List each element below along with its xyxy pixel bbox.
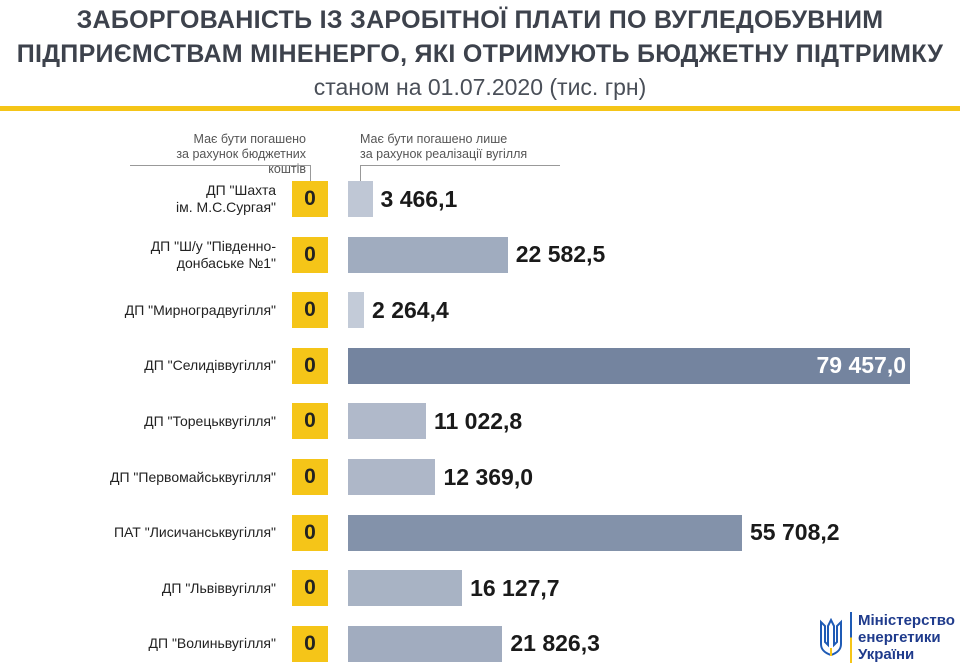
budget-value-box: 0 — [292, 459, 328, 495]
accent-divider — [0, 106, 960, 111]
chart-row: ДП "Селидіввугілля" 0 79 457,0 — [0, 347, 960, 384]
bar — [348, 570, 463, 607]
category-label: ДП "Львіввугілля" — [161, 579, 276, 596]
bar-value-label: 2 264,4 — [372, 296, 449, 323]
bar — [348, 514, 743, 551]
legend-line-right — [360, 165, 560, 166]
chart-row: ПАТ "Лисичанськвугілля" 0 55 708,2 — [0, 514, 960, 551]
category-label: ДП "Первомайськвугілля" — [110, 468, 276, 485]
logo-text: Міністерство енергетики України — [850, 612, 955, 663]
bar — [348, 625, 503, 662]
bar — [348, 403, 426, 440]
budget-value-box: 0 — [292, 347, 328, 384]
budget-value-box: 0 — [292, 292, 328, 329]
category-label: ДП "Шахта ім. М.С.Сургая" — [176, 182, 276, 215]
budget-value-box: 0 — [292, 625, 328, 662]
bar — [348, 459, 436, 495]
subtitle: станом на 01.07.2020 (тис. грн) — [313, 74, 647, 100]
budget-value-box: 0 — [292, 236, 328, 273]
legend-line-left — [130, 165, 310, 166]
budget-value-box: 0 — [292, 403, 328, 440]
budget-value-box: 0 — [292, 514, 328, 551]
title-line-2: ПІДПРИЄМСТВАМ МІНЕНЕРГО, ЯКІ ОТРИМУЮТЬ Б… — [16, 40, 944, 68]
ministry-logo: Міністерство енергетики України — [818, 612, 955, 663]
bar — [348, 181, 373, 217]
legend-line-left-tick — [310, 165, 311, 183]
legend-budget: Має бути погашено за рахунок бюджетних к… — [176, 132, 306, 176]
category-label: ДП "Селидіввугілля" — [144, 357, 276, 374]
category-label: ПАТ "Лисичанськвугілля" — [113, 524, 276, 541]
bar-value-label: 21 826,3 — [510, 630, 600, 657]
chart-row: ДП "Первомайськвугілля" 0 12 369,0 — [0, 459, 960, 495]
chart-row: ДП "Волиньвугілля" 0 21 826,3 — [0, 625, 960, 662]
bar — [348, 292, 365, 329]
category-label: ДП "Ш/у "Південно- донбаське №1" — [150, 237, 276, 271]
budget-value-box: 0 — [292, 570, 328, 607]
bar — [348, 236, 508, 273]
bar-value-label: 55 708,2 — [750, 519, 840, 546]
bar-value-label: 22 582,5 — [515, 241, 606, 268]
category-label: ДП "Торецьквугілля" — [144, 412, 276, 429]
bar — [348, 347, 910, 384]
trident-icon — [820, 617, 842, 656]
budget-value-box: 0 — [292, 181, 328, 217]
chart-row: ДП "Мирноградвугілля" 0 2 264,4 — [0, 292, 960, 329]
chart-row: ДП "Львіввугілля" 0 16 127,7 — [0, 570, 960, 607]
bar-value-label: 79 457,0 — [816, 352, 906, 379]
bar-value-label: 3 466,1 — [380, 185, 458, 212]
category-label: ДП "Мирноградвугілля" — [124, 301, 276, 318]
category-label: ДП "Волиньвугілля" — [148, 635, 276, 652]
bar-value-label: 12 369,0 — [443, 463, 534, 490]
bar-value-label: 11 022,8 — [433, 407, 523, 434]
bar-value-label: 16 127,7 — [470, 574, 560, 601]
legend-coal-sales: Має бути погашено лише за рахунок реаліз… — [360, 132, 528, 161]
title-line-1: ЗАБОРГОВАНІСТЬ ІЗ ЗАРОБІТНОЇ ПЛАТИ ПО ВУ… — [76, 6, 884, 34]
chart-row: ДП "Торецьквугілля" 0 11 022,8 — [0, 403, 960, 440]
chart-row: ДП "Ш/у "Південно- донбаське №1" 0 22 58… — [0, 236, 960, 273]
legend-line-right-tick — [360, 165, 361, 183]
chart-row: ДП "Шахта ім. М.С.Сургая" 0 3 466,1 — [0, 181, 960, 217]
